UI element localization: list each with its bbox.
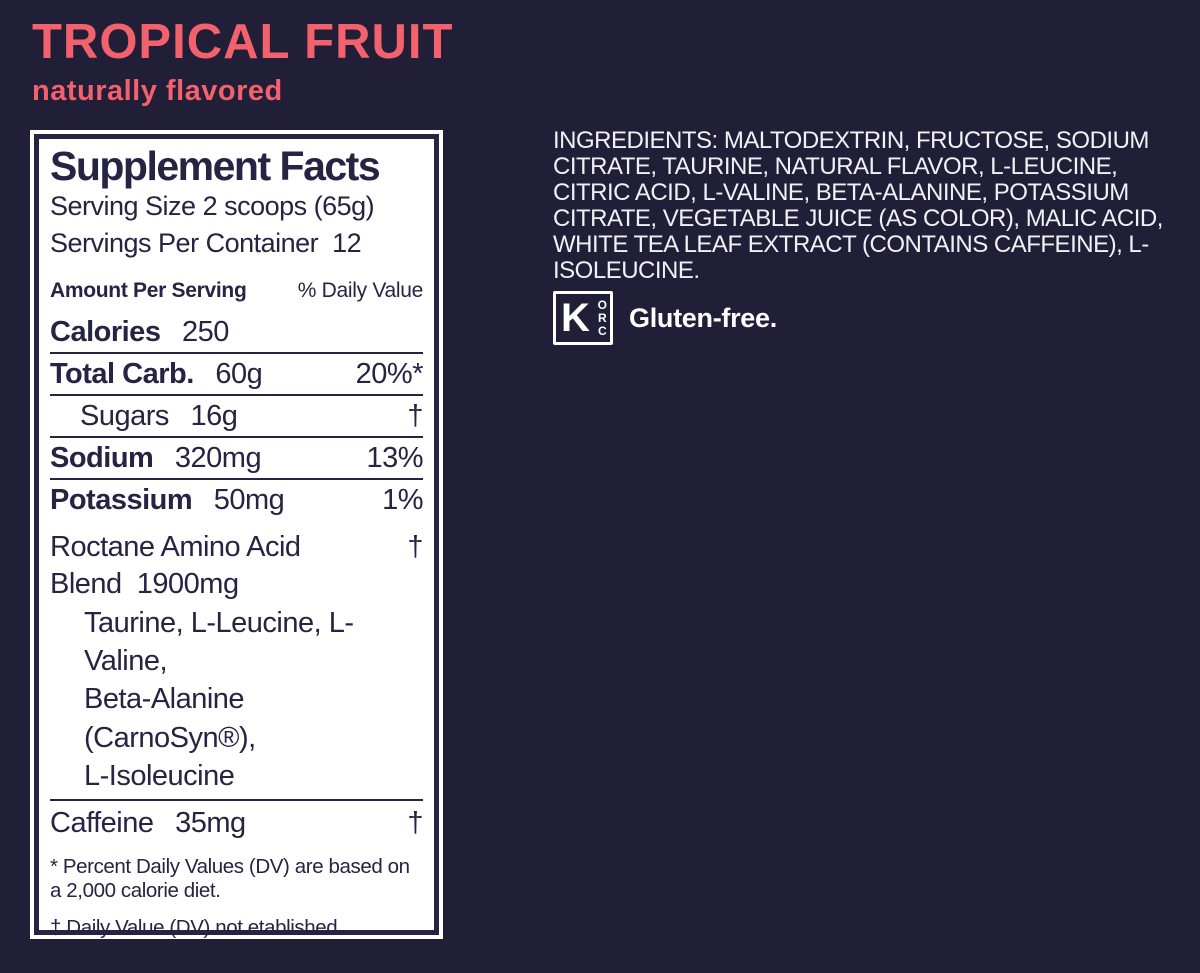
nutrient-amount: 35mg	[175, 807, 246, 840]
nutrient-row-caffeine: Caffeine 35mg †	[50, 799, 423, 843]
nutrient-dv: 1%	[382, 483, 423, 516]
nutrient-label: Potassium	[50, 483, 193, 516]
kosher-k-letter: K	[561, 296, 590, 340]
nutrient-amount: 16g	[190, 399, 238, 432]
right-column: INGREDIENTS: MALTODEXTRIN, FRUCTOSE, SOD…	[553, 128, 1193, 345]
supplement-facts-border: Supplement Facts Serving Size 2 scoops (…	[34, 134, 439, 939]
badge-row: K O R C Gluten-free.	[553, 291, 1193, 345]
column-header-row: Amount Per Serving % Daily Value	[50, 272, 423, 308]
nutrient-amount: 50mg	[213, 483, 285, 516]
servings-per-container: Servings Per Container 12	[50, 228, 362, 259]
nutrient-dv: †	[407, 399, 423, 432]
amount-per-serving-label: Amount Per Serving	[50, 278, 247, 302]
kosher-orc-icon: K O R C	[553, 291, 613, 345]
gluten-free-label: Gluten-free.	[629, 302, 777, 333]
nutrient-amount: 320mg	[174, 441, 262, 474]
kosher-orc-o: O	[597, 297, 607, 312]
nutrient-row-potassium: Potassium 50mg 1%	[50, 480, 423, 520]
nutrient-label: Total Carb.	[50, 357, 194, 390]
flavor-title: TROPICAL FRUIT	[32, 15, 454, 69]
kosher-orc-r: R	[597, 310, 607, 325]
serving-size: Serving Size 2 scoops (65g)	[50, 191, 375, 222]
nutrient-label-and-amount: Caffeine 35mg	[50, 807, 246, 840]
blend-component: Taurine, L-Leucine, L-Valine,	[84, 606, 354, 678]
nutrient-dv: †	[407, 807, 423, 840]
nutrient-amount: 60g	[215, 357, 263, 390]
nutrient-label: Sodium	[50, 441, 154, 474]
blend-component: Beta-Alanine (CarnoSyn®),	[84, 683, 256, 754]
blend-name-row: Roctane Amino Acid †	[50, 529, 423, 567]
nutrient-label-and-amount: Potassium 50mg	[50, 483, 285, 517]
blend-name: Roctane Amino Acid	[50, 530, 301, 563]
supplement-facts-panel: Supplement Facts Serving Size 2 scoops (…	[30, 130, 443, 939]
ingredients-text: INGREDIENTS: MALTODEXTRIN, FRUCTOSE, SOD…	[553, 127, 1163, 284]
nutrient-row-calories: Calories 250	[50, 312, 423, 354]
nutrient-label: Caffeine	[50, 807, 154, 840]
blend-section: Roctane Amino Acid † Blend 1900mg Taurin…	[50, 524, 423, 800]
nutrient-label-and-amount: Total Carb. 60g	[50, 357, 263, 391]
nutrient-dv: 13%	[366, 441, 423, 474]
nutrient-label-and-amount: Sugars 16g	[50, 399, 238, 433]
nutrient-amount: 250	[182, 315, 229, 348]
nutrient-label: Sugars	[80, 399, 169, 432]
blend-dv: †	[407, 530, 423, 563]
supplement-facts-title: Supplement Facts	[50, 143, 381, 189]
nutrient-label-and-amount: Sodium 320mg	[50, 441, 262, 475]
footnote-dv-not-established: † Daily Value (DV) not etablished.	[50, 915, 343, 939]
flavor-header: TROPICAL FRUIT naturally flavored	[32, 18, 453, 108]
blend-amount: Blend 1900mg	[50, 568, 239, 601]
nutrient-label-and-amount: Calories 250	[50, 316, 229, 349]
blend-component: L-Isoleucine	[84, 759, 235, 792]
nutrient-row-sugars: Sugars 16g †	[50, 396, 423, 438]
footnote-daily-values: * Percent Daily Values (DV) are based on…	[50, 855, 410, 903]
kosher-orc-stack: O R C	[597, 297, 607, 338]
flavor-subtitle: naturally flavored	[32, 75, 283, 107]
nutrient-dv: 20%*	[355, 357, 424, 390]
nutrient-label: Calories	[50, 315, 161, 348]
nutrient-row-sodium: Sodium 320mg 13%	[50, 438, 423, 480]
daily-value-label: % Daily Value	[297, 278, 424, 302]
nutrient-row-total-carb: Total Carb. 60g 20%*	[50, 354, 424, 396]
kosher-orc-c: C	[597, 323, 607, 338]
